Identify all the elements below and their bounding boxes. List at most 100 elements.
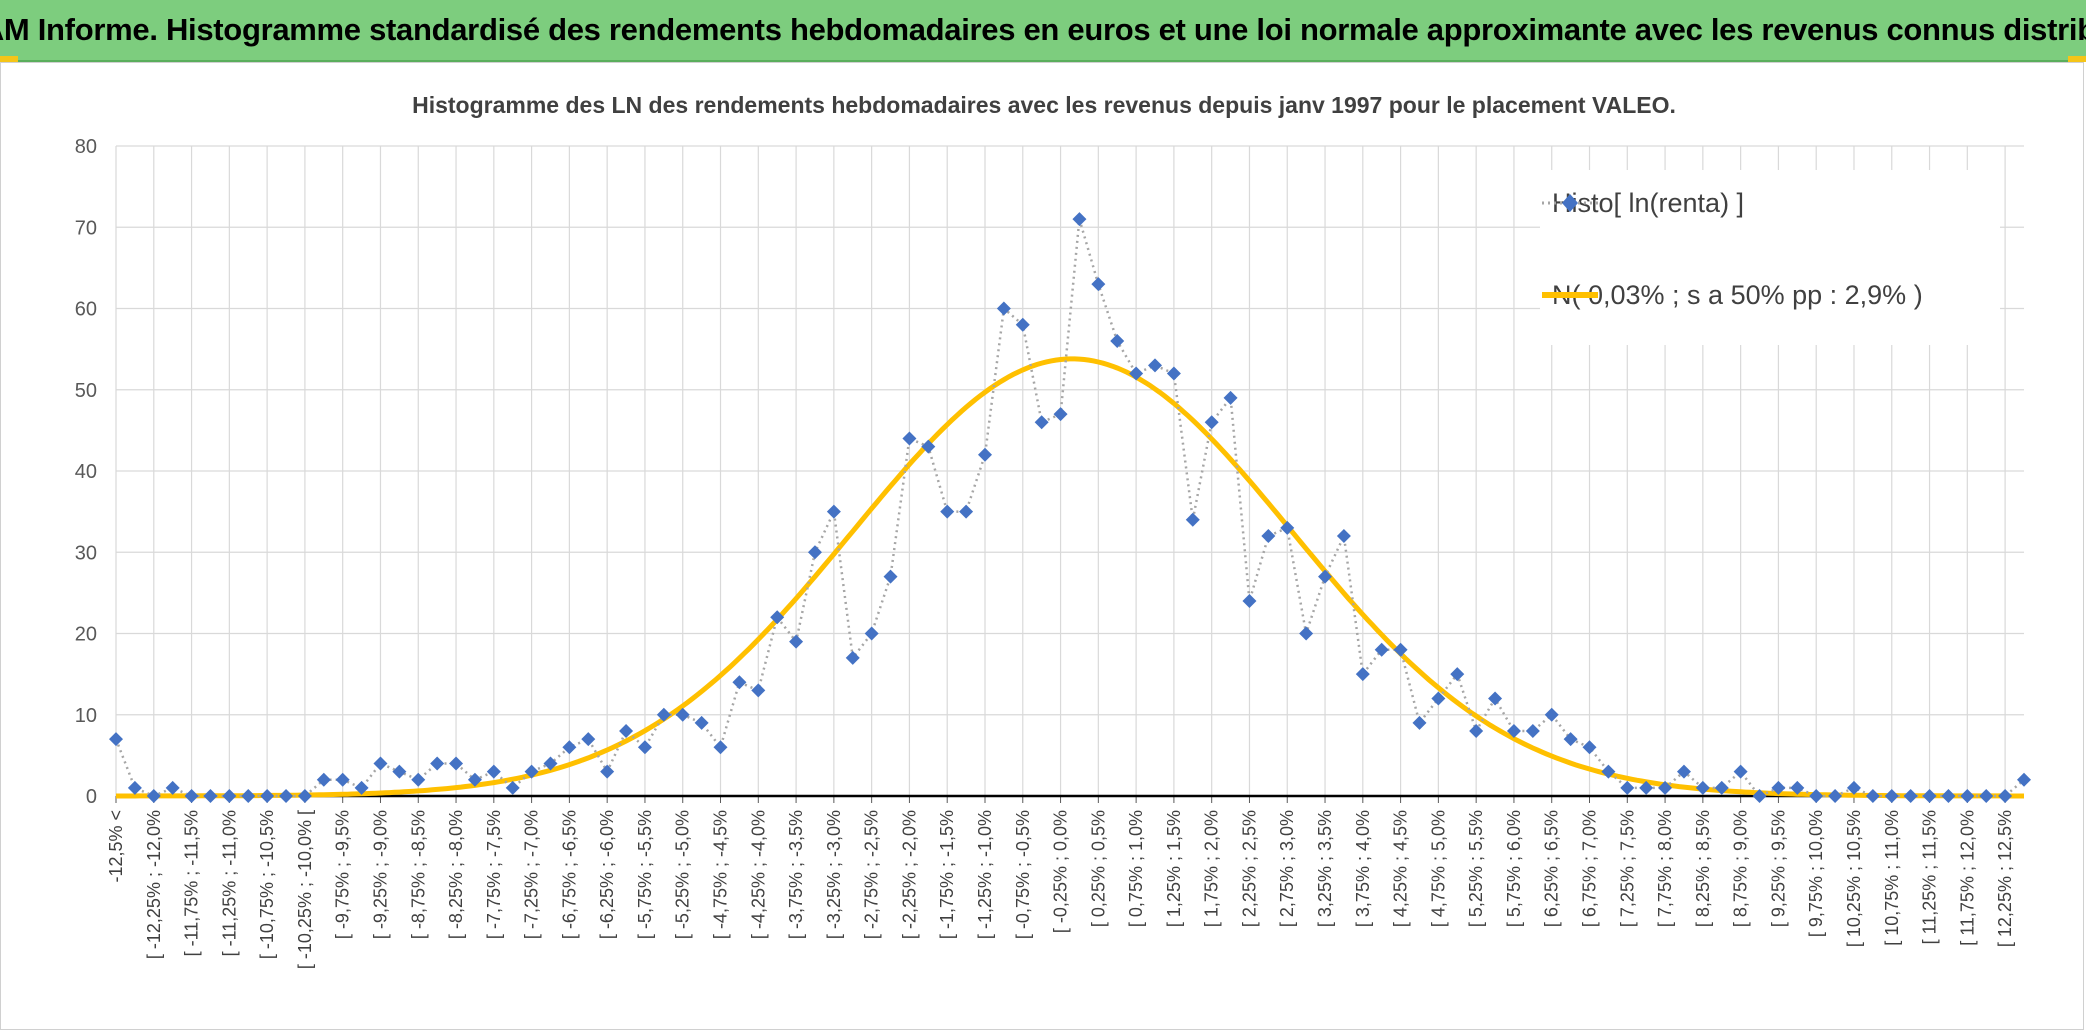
- histogram-point: [260, 789, 275, 803]
- histogram-point: [505, 780, 520, 795]
- x-tick-label: [ -8,75% ; -8,5%: [408, 810, 428, 939]
- chart-title: Histogramme des LN des rendements hebdom…: [412, 92, 1676, 118]
- y-axis: 0 10 20 30 40 50 60 70 80: [75, 136, 97, 808]
- histogram-point: [279, 789, 294, 803]
- histogram-point: [373, 756, 388, 771]
- histogram-point: [203, 789, 218, 803]
- histogram-point: [1582, 740, 1597, 755]
- histogram-point: [1148, 358, 1163, 373]
- histogram-point: [1053, 407, 1068, 422]
- histogram-point: [165, 780, 180, 795]
- x-tick-label: -12,5% <: [106, 810, 126, 883]
- histogram-point: [430, 756, 445, 771]
- histogram-point: [1129, 366, 1144, 381]
- histogram-point: [543, 756, 558, 771]
- histogram-point: [1884, 789, 1899, 803]
- histogram-point: [637, 740, 652, 755]
- histogram-point: [619, 724, 634, 738]
- x-tick-label: [ -7,25% ; -7,0%: [522, 810, 542, 939]
- histogram-point: [297, 789, 312, 803]
- histogram-point: [902, 431, 917, 446]
- histogram-point: [1903, 789, 1918, 803]
- histogram-point: [1355, 667, 1370, 682]
- histogram-point: [996, 301, 1011, 316]
- histogram-point: [1185, 512, 1200, 527]
- x-tick-label: [ -4,75% ; -4,5%: [711, 810, 731, 939]
- x-tick-label: [ 7,75% ; 8,0%: [1655, 810, 1675, 927]
- histogram-point: [1639, 780, 1654, 795]
- y-tick-label: 40: [75, 461, 97, 483]
- histogram-point: [600, 764, 615, 779]
- histogram-point: [732, 675, 747, 690]
- histogram-point: [486, 764, 501, 779]
- x-tick-label: [ 10,25% ; 10,5%: [1844, 810, 1864, 947]
- x-tick-label: [ 1,75% ; 2,0%: [1202, 810, 1222, 927]
- y-tick-label: 20: [75, 624, 97, 646]
- histogram-point: [467, 772, 482, 787]
- x-tick-label: [ 8,25% ; 8,5%: [1693, 810, 1713, 927]
- histogram-point: [694, 715, 709, 730]
- x-tick-label: [ 4,75% ; 5,0%: [1428, 810, 1448, 927]
- legend-item-normal: N( 0,03% ; s a 50% pp : 2,9% ): [1540, 280, 1923, 311]
- histogram-point: [1488, 691, 1503, 706]
- histogram-point: [316, 772, 331, 787]
- x-tick-label: [ 9,25% ; 9,5%: [1768, 810, 1788, 927]
- histogram-point: [1374, 642, 1389, 657]
- x-tick-label: [ -7,75% ; -7,5%: [484, 810, 504, 939]
- histogram-point: [940, 504, 955, 519]
- x-tick-label: [ -9,25% ; -9,0%: [370, 810, 390, 939]
- x-tick-label: [ 6,75% ; 7,0%: [1580, 810, 1600, 927]
- histogram-point: [1336, 529, 1351, 543]
- histogram-point: [1072, 212, 1087, 227]
- x-tick-label: [ 11,25% ; 11,5%: [1920, 810, 1940, 944]
- histogram-point: [411, 772, 426, 787]
- histogram-point: [1091, 277, 1106, 292]
- histogram-point: [656, 707, 671, 722]
- x-tick-label: [ -4,25% ; -4,0%: [748, 810, 768, 939]
- histogram-legend-marker: [1542, 194, 1598, 212]
- x-tick-label: [ 12,25% ; 12,5%: [1995, 810, 2015, 947]
- histogram-series: [109, 212, 2031, 803]
- x-tick-label: [ -2,75% ; -2,5%: [862, 810, 882, 939]
- x-tick-label: [ 5,75% ; 6,0%: [1504, 810, 1524, 927]
- x-tick-label: [ 9,75% ; 10,0%: [1806, 810, 1826, 937]
- x-tick-label: [ 4,25% ; 4,5%: [1391, 810, 1411, 927]
- histogram-point: [789, 634, 804, 649]
- histogram-point: [675, 707, 690, 722]
- histogram-point: [1658, 780, 1673, 795]
- histogram-point: [1809, 789, 1824, 803]
- histogram-point: [1223, 390, 1238, 405]
- histogram-point: [581, 732, 596, 747]
- y-tick-label: 60: [75, 299, 97, 321]
- chart-area: Histogramme des LN des rendements hebdom…: [0, 62, 2084, 1030]
- histogram-point: [109, 732, 123, 747]
- histogram-point: [1620, 780, 1635, 795]
- histogram-point: [977, 447, 992, 462]
- histogram-point: [127, 780, 142, 795]
- y-tick-label: 0: [86, 786, 97, 808]
- x-tick-label: [ -8,25% ; -8,0%: [446, 810, 466, 939]
- x-tick-label: [ 0,25% ; 0,5%: [1088, 810, 1108, 927]
- x-tick-label: [ -6,75% ; -6,5%: [559, 810, 579, 939]
- histogram-point: [751, 683, 766, 698]
- histogram-point: [222, 789, 237, 803]
- x-tick-label: [ -0,75% ; -0,5%: [1013, 810, 1033, 939]
- histogram-point: [449, 756, 464, 771]
- histogram-point: [1525, 724, 1540, 738]
- corner-accent-left: [0, 56, 18, 62]
- histogram-point: [1544, 707, 1559, 722]
- legend-label-normal: N( 0,03% ; s a 50% pp : 2,9% ): [1552, 280, 1923, 310]
- x-tick-label: [ -1,25% ; -1,0%: [975, 810, 995, 939]
- histogram-point: [1846, 780, 1861, 795]
- histogram-point: [1242, 594, 1257, 608]
- x-tick-label: [ 11,75% ; 12,0%: [1957, 810, 1977, 946]
- histogram-point: [1601, 764, 1616, 779]
- corner-accent-right: [2068, 56, 2086, 62]
- histogram-point: [524, 764, 539, 779]
- histogram-point: [392, 764, 407, 779]
- histogram-point: [1015, 317, 1030, 332]
- histogram-point: [562, 740, 577, 755]
- histogram-point: [1695, 780, 1710, 795]
- histogram-point: [845, 650, 860, 665]
- histogram-point: [1261, 529, 1276, 543]
